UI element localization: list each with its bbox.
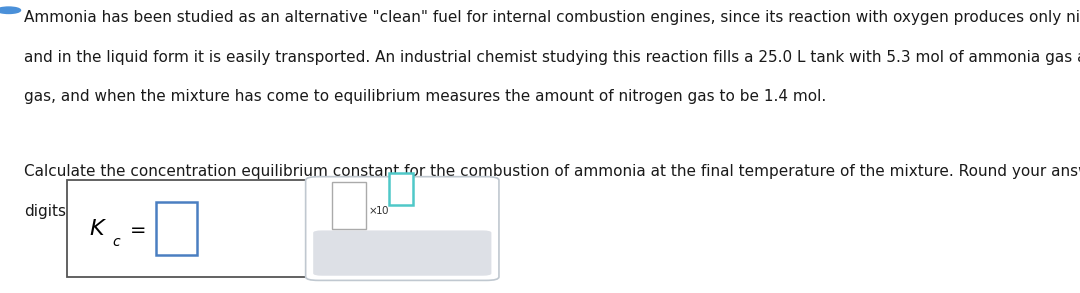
FancyBboxPatch shape xyxy=(389,173,413,205)
FancyBboxPatch shape xyxy=(306,177,499,280)
FancyBboxPatch shape xyxy=(332,182,366,229)
FancyBboxPatch shape xyxy=(156,202,197,255)
Text: $\mathit{K}$: $\mathit{K}$ xyxy=(89,219,107,239)
Text: $\mathit{c}$: $\mathit{c}$ xyxy=(112,235,122,249)
Text: $=$: $=$ xyxy=(126,219,147,238)
FancyBboxPatch shape xyxy=(67,180,315,277)
Text: digits.: digits. xyxy=(24,204,70,219)
Circle shape xyxy=(0,7,21,13)
Text: ↺: ↺ xyxy=(431,243,447,263)
Text: Calculate the concentration equilibrium constant for the combustion of ammonia a: Calculate the concentration equilibrium … xyxy=(24,164,1080,179)
Text: Ammonia has been studied as an alternative "clean" fuel for internal combustion : Ammonia has been studied as an alternati… xyxy=(24,10,1080,25)
Text: and in the liquid form it is easily transported. An industrial chemist studying : and in the liquid form it is easily tran… xyxy=(24,50,1080,65)
FancyBboxPatch shape xyxy=(313,230,491,276)
Text: $\times\!10$: $\times\!10$ xyxy=(368,204,390,216)
Text: $\times$: $\times$ xyxy=(365,244,379,262)
Text: gas, and when the mixture has come to equilibrium measures the amount of nitroge: gas, and when the mixture has come to eq… xyxy=(24,89,826,104)
